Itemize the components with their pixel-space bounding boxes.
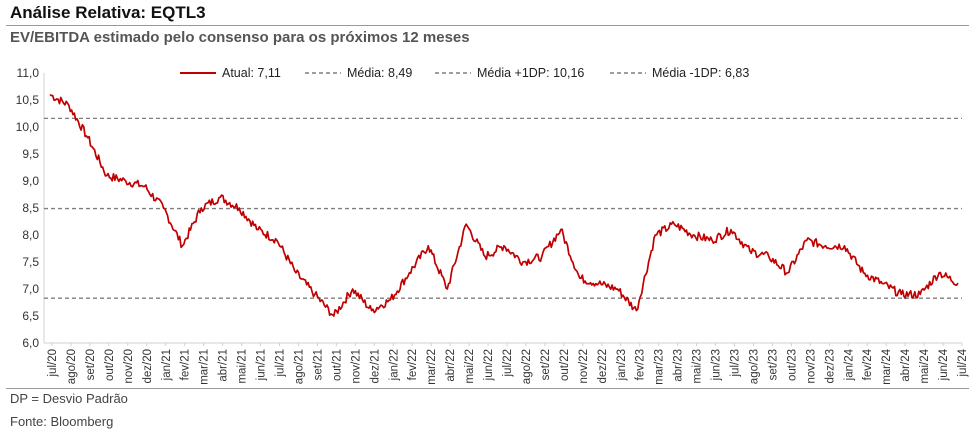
- x-tick-label: dez/22: [597, 349, 609, 384]
- x-tick-label: abr/24: [900, 348, 912, 381]
- y-tick-label: 8,0: [22, 228, 39, 242]
- x-tick-label: dez/21: [369, 349, 381, 384]
- x-tick-label: jun/24: [938, 348, 950, 381]
- x-tick-label: ago/21: [293, 349, 305, 384]
- page-title: Análise Relativa: EQTL3: [10, 3, 206, 22]
- x-tick-label: jul/22: [502, 349, 514, 378]
- y-tick-label: 9,0: [22, 174, 39, 188]
- x-tick-label: fev/22: [407, 349, 419, 380]
- x-tick-label: mar/22: [426, 349, 438, 385]
- x-tick-label: jul/24: [957, 348, 969, 377]
- x-tick-label: jun/21: [256, 349, 268, 381]
- x-tick-label: mai/21: [237, 349, 249, 384]
- y-tick-label: 11,0: [17, 66, 40, 80]
- x-tick-label: ago/20: [66, 349, 78, 384]
- x-tick-label: mai/24: [919, 348, 931, 383]
- x-tick-label: nov/23: [805, 349, 817, 384]
- x-tick-label: mar/24: [881, 348, 893, 384]
- x-tick-label: nov/22: [578, 349, 590, 384]
- source-note: Fonte: Bloomberg: [10, 414, 114, 429]
- x-tick-label: jan/23: [616, 349, 628, 381]
- ev-ebitda-chart: Atual: 7,11 Média: 8,49 Média +1DP: 10,16 M…: [16, 66, 969, 385]
- x-tick-label: fev/24: [862, 348, 874, 380]
- x-tick-label: jul/23: [730, 349, 742, 378]
- chart-legend: Atual: 7,11 Média: 8,49 Média +1DP: 10,16 M…: [180, 66, 749, 80]
- x-tick-label: ago/23: [748, 349, 760, 384]
- x-tick-label: abr/21: [218, 349, 230, 382]
- x-tick-label: dez/20: [142, 349, 154, 384]
- x-tick-label: jul/20: [47, 349, 59, 378]
- title-divider: [6, 25, 969, 26]
- x-tick-label: mar/23: [654, 349, 666, 385]
- plot-area: 6,0 6,5 7,0 7,5 8,0 8,5 9,0 9,5 10,0 10,5 11,0 jul/…: [16, 66, 969, 385]
- chart-subtitle: EV/EBITDA estimado pelo consenso para os…: [10, 29, 470, 46]
- y-tick-label: 7,5: [22, 255, 39, 269]
- y-tick-label: 6,0: [22, 336, 39, 350]
- x-tick-label: mar/21: [199, 349, 211, 385]
- x-tick-label: out/20: [104, 349, 116, 381]
- series-line-atual: [49, 93, 959, 317]
- x-tick-label: abr/22: [445, 349, 457, 382]
- x-tick-label: abr/23: [673, 349, 685, 382]
- x-tick-label: fev/21: [180, 349, 192, 380]
- x-tick-label: out/23: [786, 349, 798, 381]
- x-tick-label: set/23: [767, 349, 779, 380]
- footer-divider: [6, 388, 969, 389]
- x-tick-label: jan/21: [161, 349, 173, 381]
- legend-label: Atual: 7,11: [222, 66, 281, 80]
- y-tick-label: 6,5: [22, 309, 39, 323]
- footnote: DP = Desvio Padrão: [10, 391, 128, 406]
- legend-label: Média +1DP: 10,16: [477, 66, 584, 80]
- x-tick-label: mai/22: [464, 349, 476, 384]
- y-tick-label: 10,5: [16, 93, 40, 107]
- x-tick-label: out/21: [331, 349, 343, 381]
- x-tick-label: jul/21: [275, 349, 287, 378]
- x-tick-label: ago/22: [521, 349, 533, 384]
- x-tick-label: jan/22: [388, 349, 400, 381]
- x-tick-label: set/20: [85, 349, 97, 380]
- y-tick-label: 8,5: [22, 201, 39, 215]
- x-tick-label: dez/23: [824, 349, 836, 384]
- x-tick-label: fev/23: [635, 349, 647, 380]
- x-tick-label: nov/21: [350, 349, 362, 384]
- x-tick-label: mai/23: [692, 349, 704, 384]
- y-tick-label: 9,5: [22, 147, 39, 161]
- x-tick-label: nov/20: [123, 349, 135, 384]
- x-tick-label: set/21: [312, 349, 324, 380]
- x-tick-label: out/22: [559, 349, 571, 381]
- x-tick-label: jun/23: [711, 349, 723, 381]
- y-tick-label: 10,0: [16, 120, 40, 134]
- x-tick-label: jun/22: [483, 349, 495, 381]
- x-tick-label: jan/24: [843, 348, 855, 381]
- legend-label: Média: 8,49: [347, 66, 412, 80]
- y-tick-label: 7,0: [22, 282, 39, 296]
- x-tick-label: set/22: [540, 349, 552, 380]
- legend-label: Média -1DP: 6,83: [652, 66, 749, 80]
